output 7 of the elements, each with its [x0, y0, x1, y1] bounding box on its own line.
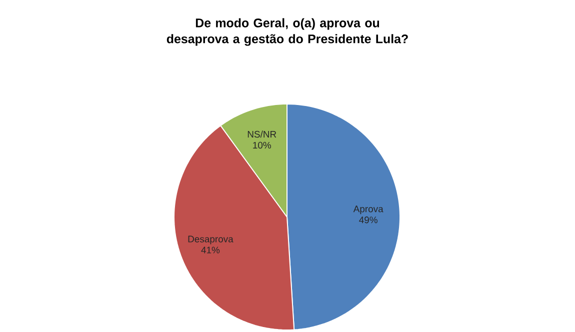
data-label: 49% — [359, 216, 378, 224]
data-label: 10% — [253, 142, 271, 149]
slice-label: Aprova — [353, 206, 384, 214]
chart-title: De modo Geral, o(a) aprova ou desaprova a gestão do Presidente Lula? — [166, 18, 408, 46]
slice-label: NS/NR — [248, 130, 276, 138]
slice-label: Desaprova — [188, 236, 234, 244]
data-label: 41% — [201, 246, 220, 254]
